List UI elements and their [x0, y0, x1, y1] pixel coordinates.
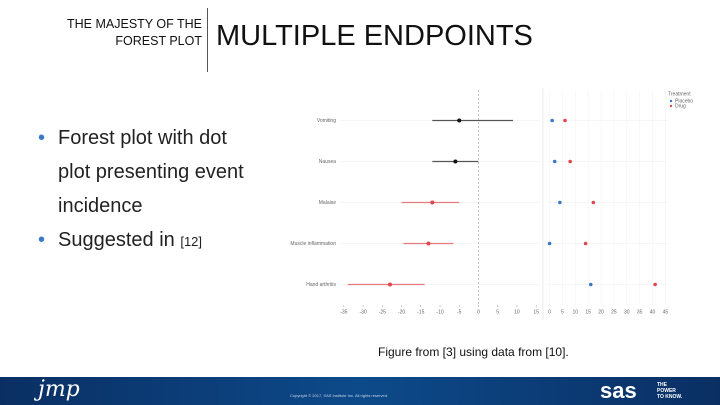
- x-tick-label: 45: [663, 309, 669, 315]
- category-label: Malaise: [319, 200, 336, 206]
- x-tick-label: 15: [585, 309, 591, 315]
- x-tick-label: -10: [436, 309, 443, 315]
- tagline: THE POWER TO KNOW.: [657, 382, 682, 400]
- dot: [653, 282, 657, 287]
- legend-label: Placebo: [675, 98, 693, 104]
- x-tick-label: 0: [477, 309, 480, 315]
- bullet: Forest plot with dot plot presenting eve…: [38, 121, 244, 223]
- x-tick-label: 10: [514, 309, 520, 315]
- bullet-line: incidence: [58, 195, 143, 217]
- copyright: Copyright © 2017, SAS Institute Inc. All…: [290, 393, 389, 398]
- kicker-line: FOREST PLOT: [115, 34, 202, 48]
- x-tick-label: 0: [548, 309, 551, 315]
- bullet-list: Forest plot with dot plot presenting eve…: [38, 121, 244, 259]
- dot: [568, 159, 572, 164]
- dot: [591, 200, 596, 205]
- caption: Figure from [3] using data from [10].: [378, 345, 569, 359]
- dot: [563, 118, 567, 123]
- x-tick-label: -30: [359, 309, 366, 315]
- footer: jmp Copyright © 2017, SAS Institute Inc.…: [0, 377, 720, 405]
- x-tick-label: 20: [598, 309, 604, 315]
- bullet: Suggested in [12]: [38, 223, 244, 259]
- x-tick-label: 5: [561, 309, 564, 315]
- dot: [547, 241, 552, 246]
- bullet-line: Forest plot with dot: [58, 127, 227, 149]
- category-label: Muscle inflammation: [290, 241, 336, 247]
- estimate-dot: [430, 200, 435, 205]
- x-tick-label: -15: [417, 309, 424, 315]
- category-label: Nausea: [319, 159, 336, 165]
- citation: [12]: [180, 234, 203, 249]
- jmp-logo: jmp: [38, 377, 80, 402]
- legend-label: Drug: [675, 103, 686, 109]
- bullet-line: Suggested in: [58, 229, 175, 251]
- x-tick-label: 10: [573, 309, 579, 315]
- dot: [588, 282, 593, 287]
- x-tick-label: 15: [533, 309, 539, 315]
- x-tick-label: 25: [611, 309, 617, 315]
- category-label: Hand arthritis: [306, 282, 336, 288]
- x-tick-label: -5: [457, 309, 462, 315]
- slide-title: MULTIPLE ENDPOINTS: [216, 20, 533, 52]
- dot: [558, 200, 562, 205]
- estimate-dot: [453, 159, 458, 164]
- tagline-line: TO KNOW.: [657, 394, 683, 400]
- bullet-line: plot presenting event: [58, 161, 244, 183]
- x-tick-label: -25: [379, 309, 386, 315]
- x-tick-label: 40: [650, 309, 656, 315]
- kicker: THE MAJESTY OF THE FOREST PLOT: [67, 16, 202, 50]
- sas-logo: sas: [600, 378, 637, 403]
- dot: [552, 159, 557, 164]
- dot: [583, 241, 588, 246]
- category-label: Vomiting: [317, 118, 336, 124]
- legend-swatch: [669, 104, 673, 108]
- estimate-dot: [426, 241, 431, 246]
- estimate-dot: [457, 118, 462, 123]
- estimate-dot: [388, 282, 392, 287]
- x-tick-label: 5: [496, 309, 499, 315]
- legend-title: Treatment: [668, 91, 691, 97]
- tagline-line: THE: [657, 382, 667, 388]
- x-tick-label: -20: [398, 309, 405, 315]
- x-tick-label: -35: [340, 309, 347, 315]
- x-tick-label: 35: [637, 309, 643, 315]
- divider: [207, 8, 208, 72]
- kicker-line: THE MAJESTY OF THE: [67, 17, 202, 31]
- tagline-line: POWER: [657, 388, 676, 394]
- dot: [550, 118, 554, 123]
- legend-swatch: [669, 99, 673, 103]
- x-tick-label: 30: [624, 309, 630, 315]
